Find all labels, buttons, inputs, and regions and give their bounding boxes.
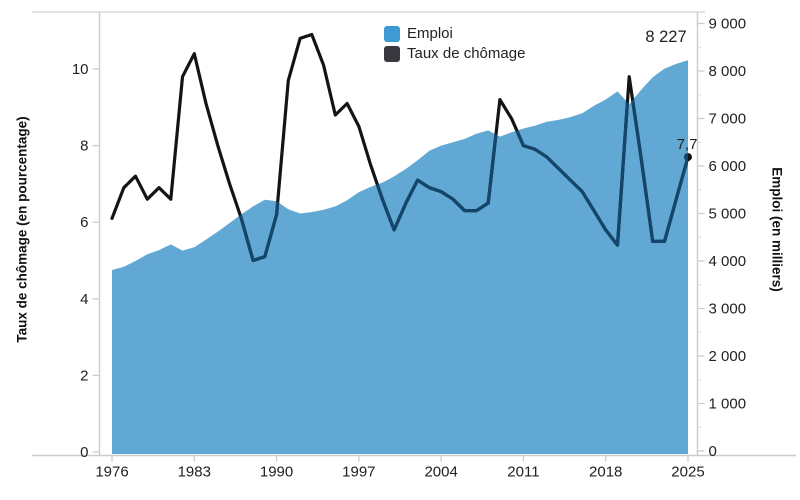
right-axis-title: Emploi (en milliers): [769, 167, 785, 292]
left-axis-tick-label: 0: [80, 444, 88, 461]
legend-item-label: Taux de chômage: [407, 45, 526, 62]
x-axis-tick-label: 2004: [424, 464, 457, 481]
x-axis-tick-label: 2011: [507, 464, 539, 481]
right-axis-tick-label: 0: [709, 443, 717, 460]
emploi-area-series[interactable]: [112, 60, 688, 454]
left-axis-tick-label: 6: [80, 214, 88, 231]
taux-legend-swatch-icon: [384, 46, 400, 62]
right-axis-tick-label: 1 000: [709, 396, 747, 413]
x-axis-tick-label: 2018: [589, 464, 622, 481]
right-axis-tick-label: 6 000: [709, 158, 747, 175]
emploi-legend-swatch-icon: [384, 26, 400, 42]
left-axis-tick-label: 8: [80, 138, 88, 155]
right-axis-tick-label: 2 000: [709, 348, 747, 365]
left-axis-tick-label: 10: [72, 61, 89, 78]
left-axis-tick-label: 4: [80, 291, 88, 308]
x-axis-tick-label: 1990: [260, 464, 293, 481]
right-axis-tick-label: 5 000: [709, 206, 747, 223]
right-axis-tick-label: 8 000: [709, 63, 747, 80]
legend-item-taux-de-chomage[interactable]: Taux de chômage: [384, 45, 525, 63]
x-axis-tick-label: 1997: [342, 464, 375, 481]
right-axis-tick-label: 3 000: [709, 301, 747, 318]
x-axis-tick-label: 1976: [95, 464, 128, 481]
last-value-label-emploi: 8 227: [645, 28, 687, 46]
legend-item-emploi[interactable]: Emploi: [384, 25, 525, 43]
legend-item-label: Emploi: [407, 25, 453, 42]
left-axis-tick-label: 2: [80, 367, 88, 384]
x-axis-tick-label: 2025: [671, 464, 704, 481]
right-axis-tick-label: 7 000: [709, 111, 747, 128]
last-value-label-taux: 7,7: [676, 136, 698, 153]
legend: Emploi Taux de chômage: [384, 25, 525, 63]
right-axis-tick-label: 9 000: [709, 16, 747, 33]
x-axis-tick-label: 1983: [178, 464, 211, 481]
right-axis-tick-label: 4 000: [709, 253, 747, 270]
left-axis-title: Taux de chômage (en pourcentage): [14, 116, 30, 343]
